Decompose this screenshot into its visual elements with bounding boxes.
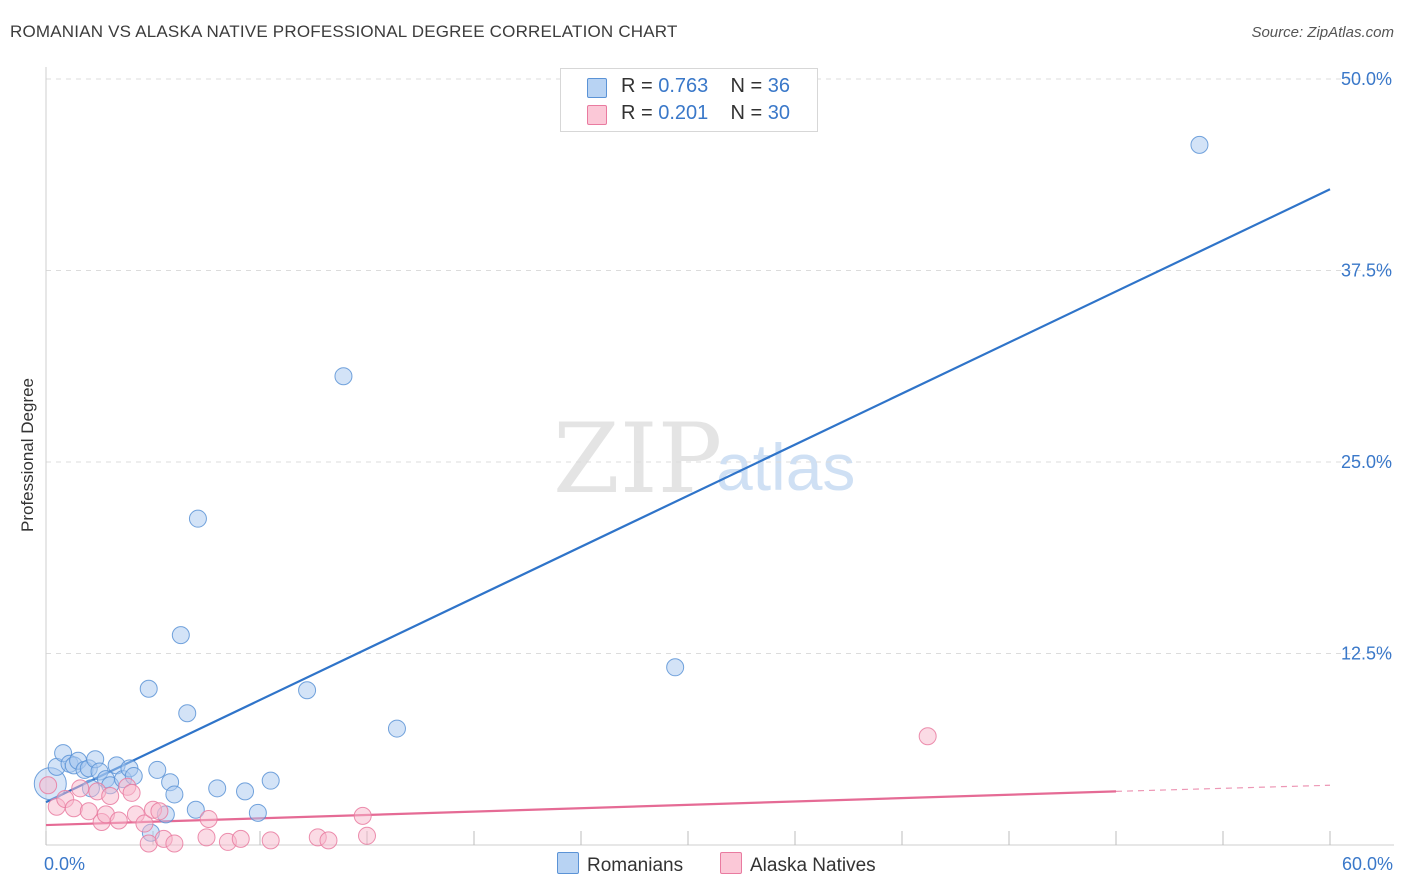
n-value: 30	[767, 102, 791, 124]
alaska-native-point	[101, 786, 120, 805]
alaska-native-point	[918, 727, 937, 746]
gridlines	[46, 78, 1394, 654]
romanian-point	[188, 509, 207, 528]
alaska-native-point	[197, 828, 216, 847]
correlation-legend: R = 0.763 N = 36 R = 0.201 N = 30	[560, 68, 818, 132]
romanian-point	[236, 782, 255, 801]
x-tick-label: 60.0%	[1342, 854, 1393, 874]
romanian-point	[139, 679, 158, 698]
alaska-native-point	[71, 779, 90, 798]
alaska-native-point	[319, 831, 338, 850]
r-value: 0.201	[658, 102, 709, 124]
bottom-legend-alaska-natives: Alaska Natives	[720, 852, 876, 877]
alaska-native-point	[199, 809, 218, 828]
romanian-point	[248, 803, 267, 822]
n-value: 36	[767, 75, 791, 97]
x-tick-label: 0.0%	[44, 854, 85, 874]
alaska-native-point	[231, 829, 250, 848]
romanian-point	[1190, 135, 1209, 154]
y-tick-label: 25.0%	[1341, 452, 1392, 472]
watermark-zip: ZIP	[553, 403, 722, 515]
romanian-point	[165, 785, 184, 804]
source-credit: Source: ZipAtlas.com	[1251, 24, 1394, 41]
legend-swatch-pink	[720, 852, 742, 874]
trend-lines	[45, 188, 1331, 827]
legend-text: R = 0.763 N = 36	[621, 75, 790, 98]
legend-text: R = 0.201 N = 30	[621, 102, 790, 125]
r-label: R =	[621, 102, 659, 124]
tick-labels: 12.5% 25.0% 37.5% 50.0% 0.0% 60.0%	[44, 69, 1393, 874]
alaska-native-point	[165, 834, 184, 853]
alaska-natives-trend-extension	[1115, 784, 1331, 792]
r-label: R =	[621, 75, 659, 97]
alaska-native-point	[64, 799, 83, 818]
legend-swatch-blue	[587, 78, 607, 98]
watermark-atlas: atlas	[716, 430, 855, 504]
data-points	[33, 135, 1209, 853]
alaska-native-point	[139, 834, 158, 853]
romanian-point	[387, 719, 406, 738]
romanian-point	[178, 704, 197, 723]
romanian-point	[666, 658, 685, 677]
legend-label: Alaska Natives	[750, 855, 876, 876]
romanian-point	[148, 760, 167, 779]
alaska-native-point	[109, 811, 128, 830]
alaska-native-point	[358, 826, 376, 845]
r-value: 0.763	[658, 75, 709, 97]
legend-label: Romanians	[587, 855, 684, 876]
y-tick-label: 50.0%	[1341, 69, 1392, 89]
bottom-legend-romanians: Romanians	[557, 852, 683, 877]
romanian-point	[186, 800, 205, 819]
alaska-native-point	[122, 783, 141, 802]
romanian-point	[298, 681, 317, 700]
romanian-point	[171, 626, 190, 645]
n-label: N =	[730, 102, 768, 124]
alaska-native-point	[150, 802, 169, 821]
y-tick-label: 12.5%	[1341, 644, 1392, 664]
watermark: ZIP atlas	[553, 403, 855, 515]
alaska-natives-trend-line	[45, 790, 1117, 827]
alaska-native-point	[353, 806, 372, 825]
legend-swatch-blue	[557, 852, 579, 874]
romanian-point	[208, 779, 227, 798]
alaska-native-point	[135, 814, 154, 833]
romanian-point	[334, 367, 353, 386]
chart-title: ROMANIAN VS ALASKA NATIVE PROFESSIONAL D…	[10, 22, 678, 41]
legend-swatch-pink	[587, 105, 607, 125]
alaska-native-point	[39, 776, 58, 795]
romanians-trend-line	[45, 188, 1331, 804]
n-label: N =	[730, 75, 768, 97]
romanian-point	[261, 771, 280, 790]
y-tick-label: 37.5%	[1341, 261, 1392, 281]
alaska-native-point	[79, 802, 98, 821]
alaska-native-point	[261, 831, 280, 850]
